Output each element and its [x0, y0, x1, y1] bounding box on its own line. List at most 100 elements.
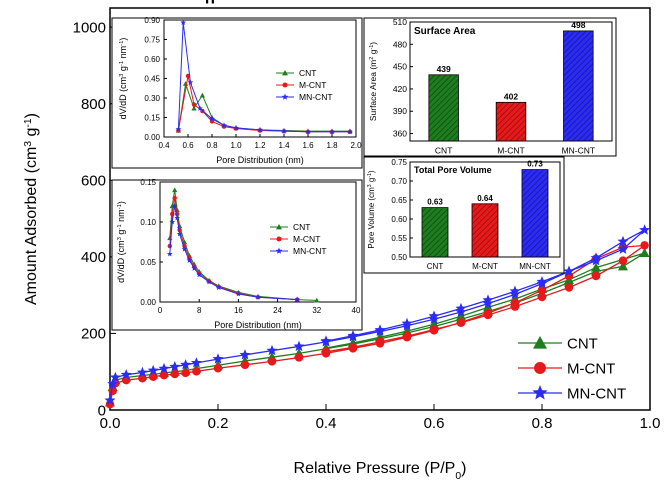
surface_area-y-tick-label: 480 — [393, 39, 407, 49]
micropores-x-tick-label: 1.4 — [278, 141, 290, 150]
main-point-M-CNT — [640, 241, 649, 250]
pore_volume-value-label: 0.73 — [527, 160, 543, 169]
main-legend-item-MN-CNT: MN-CNT — [518, 384, 626, 402]
mesopores-point-MN-CNT — [206, 279, 212, 285]
main-point-MN-CNT — [455, 302, 467, 314]
micropores-legend-item-M-CNT: M-CNT — [276, 80, 326, 90]
surface_area-bar-M-CNT — [495, 101, 527, 142]
main-y-axis-label: Amount Adsorbed (cm3 g-1) — [23, 113, 41, 305]
main-point-M-CNT — [294, 353, 304, 362]
surface_area-y-tick-label: 450 — [393, 62, 407, 72]
main-point-CNT — [618, 261, 628, 271]
main-point-MN-CNT — [147, 364, 159, 376]
main-legend-label: CNT — [567, 335, 598, 352]
main-point-MN-CNT — [482, 297, 494, 309]
main-point-MN-CNT — [590, 254, 602, 266]
main-point-M-CNT — [159, 370, 169, 380]
surface_area-y-tick-label: 390 — [393, 106, 407, 116]
mesopores-x-tick-label: 8 — [197, 306, 202, 315]
mesopores-point-MN-CNT — [294, 296, 301, 303]
main-point-M-CNT — [138, 373, 147, 383]
mesopores-title: Mesopores — [164, 0, 249, 4]
mesopores-point-MN-CNT — [215, 284, 222, 291]
main-point-MN-CNT — [509, 285, 521, 296]
main-point-M-CNT — [510, 302, 520, 311]
main-x-tick-label: 0.2 — [208, 415, 229, 432]
surface_area-y-tick-label: 510 — [393, 17, 407, 27]
pore_volume-value-label: 0.63 — [427, 198, 443, 207]
main-point-MN-CNT — [293, 340, 305, 352]
main-point-MN-CNT — [212, 353, 224, 364]
main-point-M-CNT — [267, 357, 277, 366]
main-point-MN-CNT — [180, 359, 192, 370]
micropores-x-tick-label: 0.6 — [182, 141, 194, 150]
pore_volume-y-axis-label: Pore Volume (cm3 g-1) — [367, 170, 376, 249]
mesopores-legend-item-M-CNT: M-CNT — [270, 234, 320, 244]
mesopores-point-MN-CNT — [191, 265, 198, 271]
mesopores-point-MN-CNT — [169, 219, 176, 225]
micropores-point-MN-CNT — [187, 79, 194, 85]
main-y-tick-label: 1000 — [73, 19, 106, 36]
mesopores-legend-label: CNT — [293, 222, 310, 232]
micropores-point-MN-CNT — [257, 126, 263, 133]
micropores-legend-label: M-CNT — [299, 80, 326, 90]
mesopores-point-MN-CNT — [255, 294, 261, 300]
micropores-x-tick-label: 1.8 — [326, 141, 338, 150]
pore_volume-bar-M-CNT — [471, 203, 499, 258]
micropores-x-axis-label: Pore Distribution (nm) — [216, 155, 304, 165]
surface_area-value-label: 439 — [437, 64, 451, 74]
micropores-point-MN-CNT — [221, 122, 227, 128]
mesopores-x-axis-label: Pore Distribution (nm) — [214, 320, 302, 330]
main-y-tick-label: 800 — [81, 96, 106, 113]
micropores-legend-item-MN-CNT: MN-CNT — [276, 92, 333, 102]
main-point-MN-CNT — [428, 310, 440, 321]
main-y-tick-label: 200 — [81, 326, 106, 343]
mesopores-point-MN-CNT — [171, 203, 178, 209]
main-point-MN-CNT — [190, 357, 202, 368]
mesopores-point-M-CNT — [172, 195, 177, 201]
mesopores-plot-frame — [159, 181, 357, 303]
micropores-x-tick-label: 0.8 — [206, 141, 218, 150]
main-y-tick-label: 400 — [81, 249, 106, 266]
main-point-MN-CNT — [104, 394, 116, 406]
micropores-y-axis-label: dV/dD (cm3 g-1 nm-1) — [118, 38, 128, 120]
mesopores-x-tick-label: 24 — [273, 306, 282, 315]
micropores-legend-marker-CNT — [282, 70, 288, 76]
micropores-point-CNT — [191, 105, 197, 111]
main-point-MN-CNT — [374, 324, 386, 335]
micropores-title: Micropores — [168, 0, 254, 4]
mesopores-chart: 0 8 16 24 32 40 0.00 0.05 0.10 0.15 Pore Distribut… — [111, 0, 363, 331]
micropores-point-MN-CNT — [197, 105, 203, 111]
main-point-MN-CNT — [617, 243, 629, 254]
micropores-y-tick-label: 0.00 — [144, 133, 160, 142]
pore_volume-category-label: MN-CNT — [519, 262, 551, 271]
surface_area-value-label: 498 — [571, 20, 585, 30]
micropores-point-MN-CNT — [233, 124, 239, 131]
micropores-x-tick-label: 1.0 — [230, 141, 242, 150]
main-point-M-CNT — [348, 342, 358, 352]
pore_volume-category-label: M-CNT — [472, 262, 498, 271]
main-x-tick-label: 0.8 — [532, 415, 553, 432]
main-legend-label: M-CNT — [567, 360, 615, 377]
main-point-MN-CNT — [509, 288, 521, 300]
micropores-legend-marker-M-CNT — [282, 82, 288, 88]
main-point-MN-CNT — [455, 306, 467, 317]
main-point-MN-CNT — [136, 366, 148, 378]
main-point-MN-CNT — [266, 344, 278, 356]
mesopores-x-tick-label: 0 — [158, 306, 163, 315]
mesopores-point-MN-CNT — [176, 231, 183, 237]
pore_volume-chart: 0.50 0.55 0.60 0.65 0.70 0.75 0.63 CNT 0.64 M-CNT… — [363, 156, 565, 274]
main-point-M-CNT — [402, 331, 412, 341]
micropores-point-MN-CNT — [347, 128, 353, 135]
pore_volume-y-tick-label: 0.50 — [391, 253, 407, 262]
mesopores-x-tick-label: 40 — [352, 306, 361, 315]
main-point-M-CNT — [192, 367, 201, 376]
micropores-inset-frame — [111, 17, 363, 169]
main-point-MN-CNT — [639, 224, 651, 235]
main-point-MN-CNT — [347, 329, 359, 341]
main-point-MN-CNT — [120, 369, 132, 380]
mesopores-legend-item-MN-CNT: MN-CNT — [270, 246, 327, 256]
mesopores-line-M-CNT — [169, 197, 298, 301]
pore_volume-category-label: CNT — [427, 262, 444, 271]
micropores-legend-item-CNT: CNT — [276, 68, 316, 78]
